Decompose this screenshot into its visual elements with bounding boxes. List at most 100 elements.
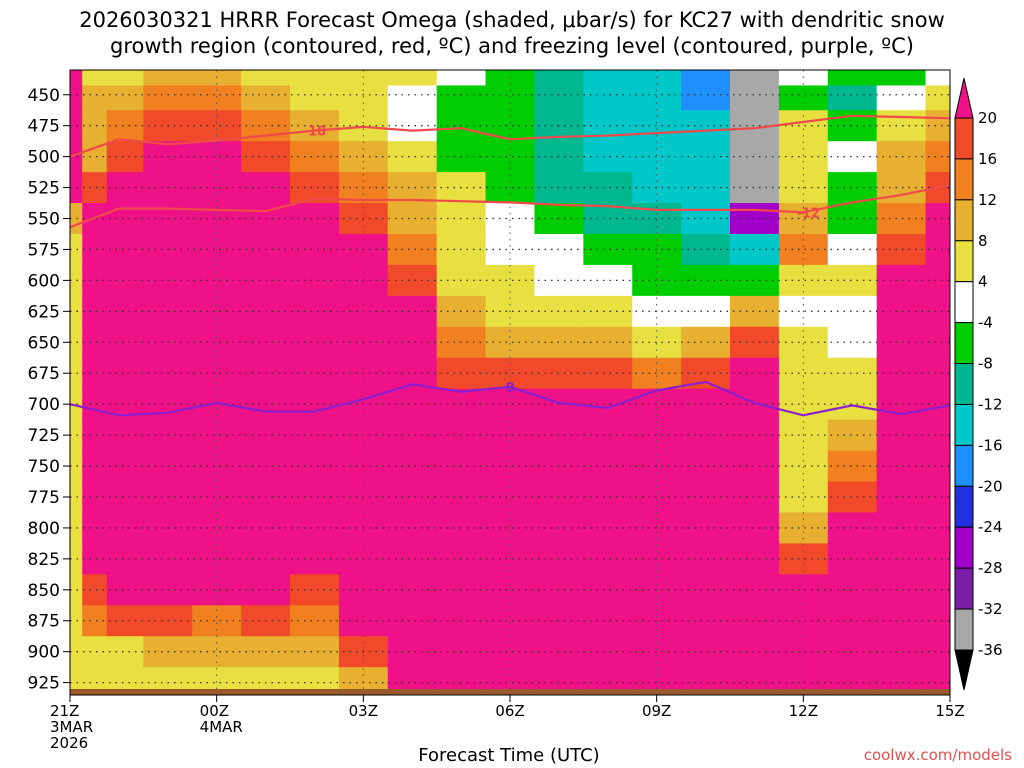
- omega-cell: [827, 233, 878, 266]
- omega-cell: [106, 233, 144, 266]
- omega-cell: [876, 357, 927, 390]
- omega-cell: [632, 326, 682, 359]
- omega-cell: [387, 70, 438, 87]
- omega-cell: [632, 70, 682, 87]
- omega-cell: [632, 636, 682, 668]
- omega-cell: [925, 450, 950, 483]
- omega-cell: [192, 326, 242, 359]
- omega-cell: [583, 295, 633, 328]
- omega-cell: [730, 141, 780, 173]
- omega-cell: [106, 543, 144, 575]
- omega-cell: [192, 543, 242, 575]
- omega-cell: [534, 450, 584, 483]
- omega-cell: [70, 388, 83, 421]
- omega-cell: [778, 85, 829, 111]
- omega-cell: [290, 388, 340, 421]
- omega-cell: [290, 512, 340, 544]
- omega-cell: [583, 264, 633, 297]
- x-tick-label: 00Z: [200, 702, 229, 720]
- omega-cell: [583, 233, 633, 266]
- omega-cell: [534, 605, 584, 637]
- omega-cell: [632, 110, 682, 142]
- omega-cell: [730, 419, 780, 452]
- omega-cell: [632, 450, 682, 483]
- colorbar-label: -24: [978, 518, 1003, 536]
- colorbar-box: [954, 199, 974, 242]
- omega-cell: [534, 141, 584, 173]
- omega-cell: [681, 295, 731, 328]
- omega-cell: [730, 172, 780, 204]
- omega-cell: [70, 419, 83, 452]
- omega-cell: [534, 419, 584, 452]
- omega-cell: [82, 70, 108, 87]
- omega-cell: [192, 636, 242, 668]
- omega-cell: [338, 70, 389, 87]
- omega-cell: [192, 450, 242, 483]
- omega-cell: [534, 172, 584, 204]
- colorbar-label: 12: [978, 191, 997, 209]
- omega-cell: [192, 110, 242, 142]
- omega-cell: [106, 574, 144, 606]
- omega-cell: [534, 357, 584, 390]
- colorbar-box: [954, 403, 974, 446]
- omega-cell: [290, 481, 340, 514]
- x-tick-label: 15Z: [935, 702, 964, 720]
- omega-cell: [106, 481, 144, 514]
- omega-cell: [106, 450, 144, 483]
- contour-line: [69, 114, 951, 158]
- omega-cell: [925, 264, 950, 297]
- omega-cell: [70, 636, 83, 668]
- omega-cell: [778, 326, 829, 359]
- omega-cell: [730, 636, 780, 668]
- y-tick-label: 700: [28, 395, 60, 415]
- omega-cell: [827, 172, 878, 204]
- colorbar-top-arrow: [954, 77, 974, 119]
- omega-cell: [827, 419, 878, 452]
- colorbar-bottom-arrow: [954, 649, 974, 691]
- colorbar-label: 8: [978, 232, 988, 250]
- x-tick-label: 2026: [50, 734, 88, 752]
- omega-cell: [730, 326, 780, 359]
- omega-cell: [70, 233, 83, 266]
- omega-cell: [876, 481, 927, 514]
- omega-cell: [827, 141, 878, 173]
- y-tick-label: 725: [28, 426, 60, 446]
- omega-cell: [583, 326, 633, 359]
- y-tick-label: 900: [28, 643, 60, 663]
- omega-cell: [730, 481, 780, 514]
- omega-cell: [925, 605, 950, 637]
- omega-cell: [70, 85, 83, 111]
- x-tick-label: 06Z: [495, 702, 524, 720]
- omega-cell: [70, 512, 83, 544]
- omega-cell: [925, 110, 950, 142]
- y-tick-label: 450: [28, 86, 60, 106]
- omega-cell: [106, 110, 144, 142]
- omega-cell: [106, 605, 144, 637]
- omega-cell: [290, 419, 340, 452]
- omega-cell: [632, 357, 682, 390]
- omega-cell: [632, 85, 682, 111]
- colorbar-box: [954, 322, 974, 365]
- colorbar-label: -4: [978, 314, 993, 332]
- y-tick-label: 850: [28, 581, 60, 601]
- x-tick-label: 12Z: [789, 702, 818, 720]
- omega-cell: [290, 543, 340, 575]
- omega-cell: [925, 543, 950, 575]
- omega-cell: [106, 326, 144, 359]
- y-tick-label: 750: [28, 457, 60, 477]
- omega-cell: [70, 605, 83, 637]
- contour-lines: -18 -12 0: [69, 114, 951, 417]
- omega-cell: [827, 326, 878, 359]
- omega-cell: [241, 85, 291, 111]
- omega-cell: [681, 450, 731, 483]
- omega-cell: [681, 203, 731, 235]
- omega-cell: [534, 233, 584, 266]
- omega-cell: [436, 85, 487, 111]
- omega-cell: [876, 636, 927, 668]
- omega-cell: [70, 110, 83, 142]
- omega-cell: [778, 450, 829, 483]
- omega-cell: [70, 326, 83, 359]
- colorbar-box: [954, 444, 974, 487]
- omega-cell: [290, 450, 340, 483]
- omega-cell: [583, 450, 633, 483]
